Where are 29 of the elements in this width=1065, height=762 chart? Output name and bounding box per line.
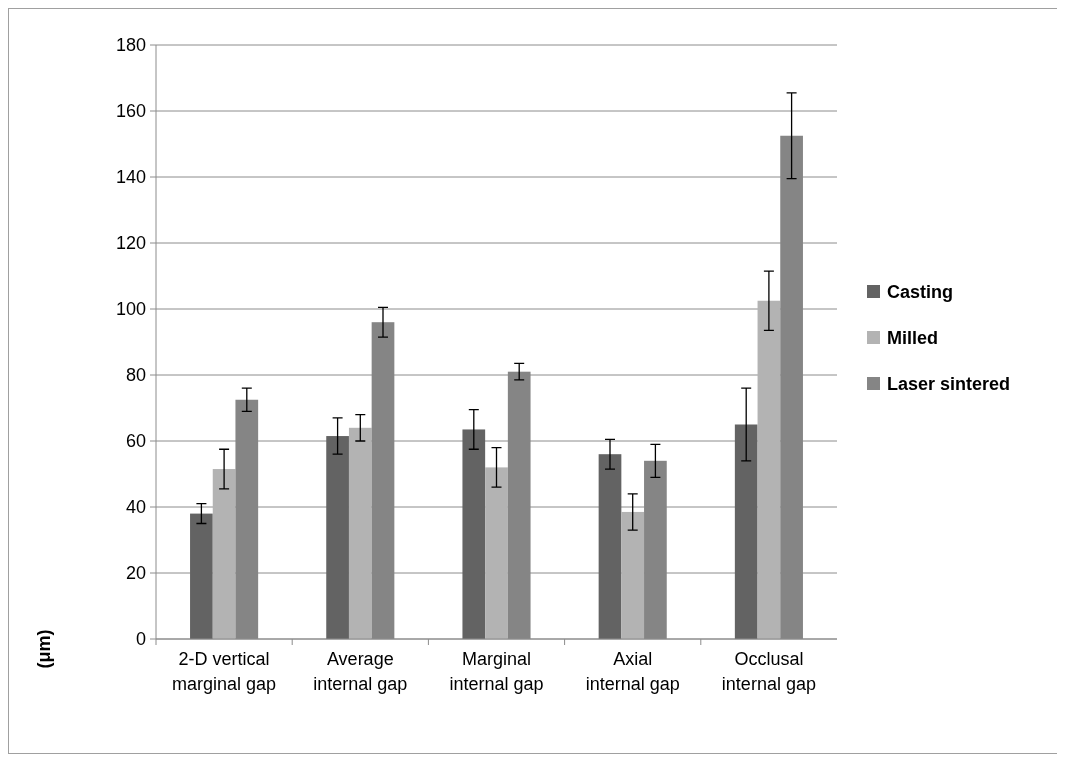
legend-label: Milled (887, 328, 939, 349)
legend-label: Laser sintered (887, 374, 1011, 395)
y-tick-label: 80 (125, 365, 146, 386)
y-tick-label: 100 (115, 299, 146, 320)
bar (757, 300, 781, 639)
x-tick-label: Marginal internal gap (449, 649, 544, 694)
y-tick-label: 140 (115, 167, 146, 188)
bar (462, 429, 486, 639)
x-tick-label: Axial internal gap (585, 649, 680, 694)
x-tick-label: Average internal gap (313, 649, 408, 694)
y-axis-title: (μm) (34, 629, 54, 669)
bar (598, 454, 622, 639)
y-tick-label: 180 (115, 35, 146, 56)
x-tick-label: 2-D vertical marginal gap (172, 649, 277, 694)
y-tick-label: 120 (115, 233, 146, 254)
x-tick-label: Occlusal internal gap (721, 649, 816, 694)
bar (326, 436, 349, 639)
y-tick-label: 60 (125, 431, 146, 452)
bar (485, 467, 508, 639)
bar (190, 513, 213, 639)
bar (348, 427, 372, 639)
bar (212, 469, 236, 639)
bar (734, 424, 758, 639)
y-tick-label: 0 (135, 629, 146, 650)
y-tick-label: 40 (125, 497, 146, 518)
y-tick-label: 160 (115, 101, 146, 122)
bar (621, 511, 645, 639)
y-tick-label: 20 (125, 563, 146, 584)
legend-label: Casting (887, 282, 954, 303)
